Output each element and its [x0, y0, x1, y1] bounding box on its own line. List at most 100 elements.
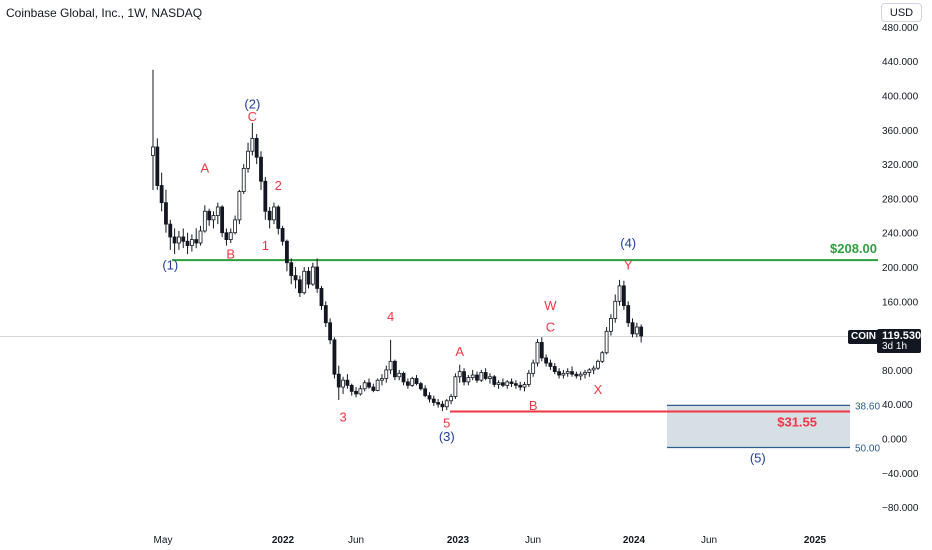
- candle-body: [332, 339, 337, 375]
- candle-body: [557, 371, 561, 376]
- wave-label: 1: [262, 238, 269, 253]
- time-tick-label: 2022: [272, 535, 295, 546]
- price-tick-label: −80.000: [882, 503, 919, 514]
- wave-label: A: [201, 161, 210, 176]
- price-tick-label: −40.000: [882, 469, 919, 480]
- candle-body: [336, 373, 341, 388]
- candle-body: [509, 381, 514, 385]
- candle-body: [159, 185, 164, 204]
- candle-body: [302, 270, 307, 294]
- candle-body: [202, 210, 207, 232]
- time-scale[interactable]: May 2022 Jun 2023 Jun 2024 Jun 2025: [154, 535, 827, 546]
- candle-body: [380, 378, 384, 381]
- candle-body: [306, 270, 311, 285]
- candle-body: [634, 326, 639, 335]
- last-price-badge: 119.530 3d 1h: [877, 329, 921, 353]
- candle-body: [224, 232, 229, 240]
- time-tick-label: May: [154, 535, 173, 546]
- wave-label: (2): [244, 96, 260, 111]
- candle-body: [388, 360, 393, 371]
- wave-label: B: [529, 398, 538, 413]
- price-tick-label: 320.000: [882, 160, 919, 171]
- candle-body: [259, 156, 263, 182]
- candle-body: [518, 384, 523, 388]
- time-tick-label: Jun: [348, 535, 364, 546]
- candle-body: [561, 372, 566, 376]
- candle-body: [315, 266, 320, 289]
- candle-body: [189, 239, 194, 246]
- candle-body: [565, 371, 570, 374]
- candle-body: [276, 206, 281, 229]
- price-tick-label: 40.000: [882, 400, 913, 411]
- candle-body: [418, 383, 423, 390]
- candle-body: [181, 236, 186, 242]
- wave-label: Y: [624, 258, 633, 273]
- candles: [151, 69, 644, 412]
- candle-body: [596, 360, 600, 369]
- candle-body: [293, 275, 298, 281]
- candle-body: [185, 240, 190, 246]
- fib-level-label: 50.00: [855, 444, 880, 455]
- candle-body: [362, 382, 367, 390]
- candle-body: [522, 384, 527, 388]
- candle-body: [539, 342, 544, 359]
- candle-body: [328, 322, 333, 341]
- candle-body: [501, 382, 505, 386]
- candle-body: [310, 266, 315, 285]
- candle-body: [211, 215, 216, 221]
- candle-body: [241, 167, 246, 192]
- candle-body: [621, 285, 626, 306]
- symbol-badge: COIN: [848, 330, 879, 344]
- candle-body: [393, 360, 397, 378]
- candle-body: [215, 206, 220, 216]
- candle-body: [626, 305, 631, 324]
- candle-body: [345, 379, 350, 386]
- candle-body: [371, 386, 376, 391]
- candle-body: [427, 395, 432, 400]
- candle-body: [164, 202, 168, 225]
- chart-title: Coinbase Global, Inc., 1W, NASDAQ: [6, 6, 203, 20]
- candle-body: [488, 376, 492, 379]
- wave-label: (3): [439, 429, 455, 444]
- fib-zone[interactable]: 38.60 50.00: [667, 401, 880, 455]
- candle-body: [272, 206, 276, 221]
- candle-body: [228, 232, 233, 240]
- candle-body: [479, 372, 484, 381]
- candle-body: [401, 372, 406, 383]
- currency-button[interactable]: USD: [881, 3, 922, 22]
- candle-body: [613, 300, 618, 319]
- candle-body: [177, 236, 181, 244]
- candle-body: [475, 374, 479, 381]
- candle-body: [587, 369, 592, 373]
- wave-label: A: [455, 344, 464, 359]
- candle-body: [297, 279, 302, 294]
- horizontal-levels[interactable]: $208.00 $31.55: [172, 241, 878, 429]
- wave-label: 2: [275, 178, 282, 193]
- candle-body: [246, 150, 250, 169]
- wave-label: (5): [750, 451, 766, 466]
- price-tick-label: 360.000: [882, 126, 919, 137]
- candle-body: [431, 398, 436, 403]
- candle-body: [323, 305, 328, 324]
- candle-body: [513, 383, 518, 386]
- candle-body: [444, 400, 449, 408]
- price-tick-label: 80.000: [882, 366, 913, 377]
- price-tick-label: 240.000: [882, 229, 919, 240]
- candle-body: [583, 372, 587, 375]
- price-scale-area[interactable]: [848, 0, 932, 528]
- candle-body: [617, 285, 622, 302]
- candle-body: [600, 352, 605, 362]
- candle-body: [207, 210, 212, 221]
- candle-body: [436, 402, 441, 405]
- candle-body: [367, 382, 371, 388]
- candle-body: [548, 362, 553, 367]
- candle-body: [578, 373, 583, 377]
- price-tick-label: 400.000: [882, 92, 919, 103]
- candle-body: [440, 403, 445, 408]
- wave-label: (4): [620, 235, 636, 250]
- candle-body: [604, 330, 609, 354]
- candle-body: [505, 381, 510, 386]
- candle-body: [250, 137, 255, 152]
